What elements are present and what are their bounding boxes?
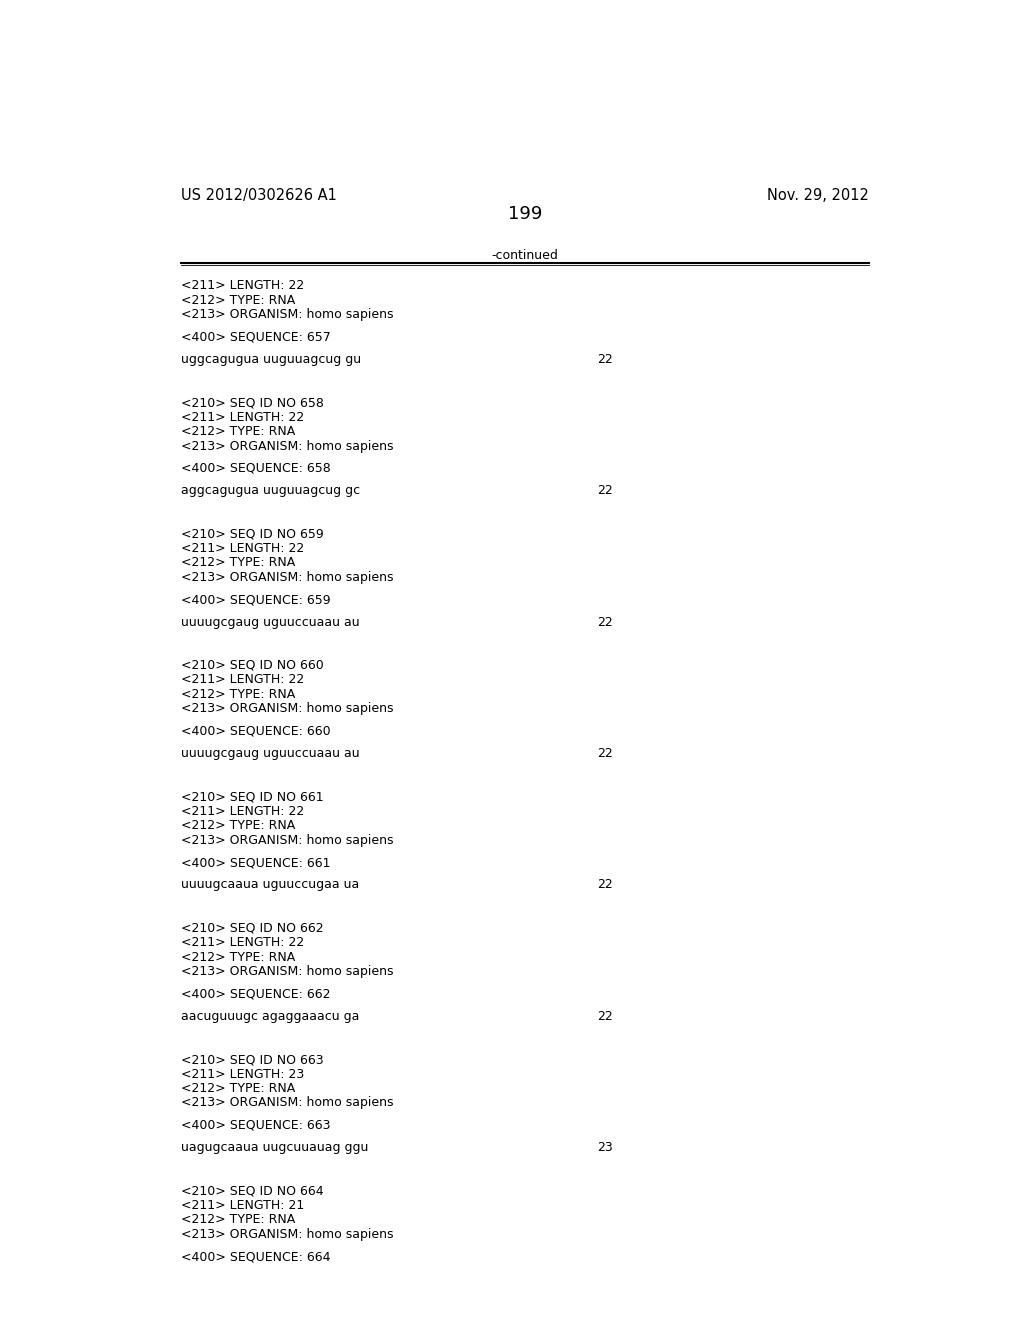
- Text: <211> LENGTH: 22: <211> LENGTH: 22: [180, 805, 304, 818]
- Text: <211> LENGTH: 23: <211> LENGTH: 23: [180, 1068, 304, 1081]
- Text: 23: 23: [597, 1142, 612, 1154]
- Text: <210> SEQ ID NO 661: <210> SEQ ID NO 661: [180, 791, 324, 804]
- Text: 22: 22: [597, 1010, 612, 1023]
- Text: <212> TYPE: RNA: <212> TYPE: RNA: [180, 425, 295, 438]
- Text: aggcagugua uuguuagcug gc: aggcagugua uuguuagcug gc: [180, 484, 359, 498]
- Text: <212> TYPE: RNA: <212> TYPE: RNA: [180, 1213, 295, 1226]
- Text: <211> LENGTH: 22: <211> LENGTH: 22: [180, 411, 304, 424]
- Text: 22: 22: [597, 878, 612, 891]
- Text: <212> TYPE: RNA: <212> TYPE: RNA: [180, 294, 295, 306]
- Text: uuuugcgaug uguuccuaau au: uuuugcgaug uguuccuaau au: [180, 747, 359, 760]
- Text: <210> SEQ ID NO 658: <210> SEQ ID NO 658: [180, 396, 324, 409]
- Text: <211> LENGTH: 22: <211> LENGTH: 22: [180, 936, 304, 949]
- Text: <400> SEQUENCE: 658: <400> SEQUENCE: 658: [180, 462, 331, 475]
- Text: <211> LENGTH: 22: <211> LENGTH: 22: [180, 280, 304, 292]
- Text: uggcagugua uuguuagcug gu: uggcagugua uuguuagcug gu: [180, 352, 360, 366]
- Text: <211> LENGTH: 22: <211> LENGTH: 22: [180, 543, 304, 554]
- Text: 22: 22: [597, 484, 612, 498]
- Text: <213> ORGANISM: homo sapiens: <213> ORGANISM: homo sapiens: [180, 440, 393, 453]
- Text: uuuugcaaua uguuccugaa ua: uuuugcaaua uguuccugaa ua: [180, 878, 359, 891]
- Text: 22: 22: [597, 615, 612, 628]
- Text: <213> ORGANISM: homo sapiens: <213> ORGANISM: homo sapiens: [180, 308, 393, 321]
- Text: <400> SEQUENCE: 660: <400> SEQUENCE: 660: [180, 725, 331, 738]
- Text: <400> SEQUENCE: 664: <400> SEQUENCE: 664: [180, 1250, 330, 1263]
- Text: <400> SEQUENCE: 663: <400> SEQUENCE: 663: [180, 1119, 330, 1131]
- Text: US 2012/0302626 A1: US 2012/0302626 A1: [180, 187, 337, 203]
- Text: <210> SEQ ID NO 662: <210> SEQ ID NO 662: [180, 921, 324, 935]
- Text: <212> TYPE: RNA: <212> TYPE: RNA: [180, 820, 295, 832]
- Text: <213> ORGANISM: homo sapiens: <213> ORGANISM: homo sapiens: [180, 702, 393, 715]
- Text: <211> LENGTH: 22: <211> LENGTH: 22: [180, 673, 304, 686]
- Text: <210> SEQ ID NO 660: <210> SEQ ID NO 660: [180, 659, 324, 672]
- Text: <211> LENGTH: 21: <211> LENGTH: 21: [180, 1199, 304, 1212]
- Text: -continued: -continued: [492, 249, 558, 263]
- Text: <213> ORGANISM: homo sapiens: <213> ORGANISM: homo sapiens: [180, 1228, 393, 1241]
- Text: aacuguuugc agaggaaacu ga: aacuguuugc agaggaaacu ga: [180, 1010, 359, 1023]
- Text: <213> ORGANISM: homo sapiens: <213> ORGANISM: homo sapiens: [180, 1097, 393, 1109]
- Text: <212> TYPE: RNA: <212> TYPE: RNA: [180, 1082, 295, 1096]
- Text: Nov. 29, 2012: Nov. 29, 2012: [767, 187, 869, 203]
- Text: <210> SEQ ID NO 664: <210> SEQ ID NO 664: [180, 1184, 324, 1197]
- Text: uuuugcgaug uguuccuaau au: uuuugcgaug uguuccuaau au: [180, 615, 359, 628]
- Text: 199: 199: [508, 205, 542, 223]
- Text: <212> TYPE: RNA: <212> TYPE: RNA: [180, 557, 295, 569]
- Text: <212> TYPE: RNA: <212> TYPE: RNA: [180, 688, 295, 701]
- Text: <400> SEQUENCE: 661: <400> SEQUENCE: 661: [180, 857, 330, 869]
- Text: <400> SEQUENCE: 662: <400> SEQUENCE: 662: [180, 987, 330, 1001]
- Text: <400> SEQUENCE: 659: <400> SEQUENCE: 659: [180, 593, 331, 606]
- Text: <400> SEQUENCE: 657: <400> SEQUENCE: 657: [180, 330, 331, 343]
- Text: <213> ORGANISM: homo sapiens: <213> ORGANISM: homo sapiens: [180, 965, 393, 978]
- Text: <213> ORGANISM: homo sapiens: <213> ORGANISM: homo sapiens: [180, 572, 393, 583]
- Text: 22: 22: [597, 747, 612, 760]
- Text: <210> SEQ ID NO 659: <210> SEQ ID NO 659: [180, 528, 324, 541]
- Text: uagugcaaua uugcuuauag ggu: uagugcaaua uugcuuauag ggu: [180, 1142, 368, 1154]
- Text: <210> SEQ ID NO 663: <210> SEQ ID NO 663: [180, 1053, 324, 1067]
- Text: 22: 22: [597, 352, 612, 366]
- Text: <212> TYPE: RNA: <212> TYPE: RNA: [180, 950, 295, 964]
- Text: <213> ORGANISM: homo sapiens: <213> ORGANISM: homo sapiens: [180, 834, 393, 846]
